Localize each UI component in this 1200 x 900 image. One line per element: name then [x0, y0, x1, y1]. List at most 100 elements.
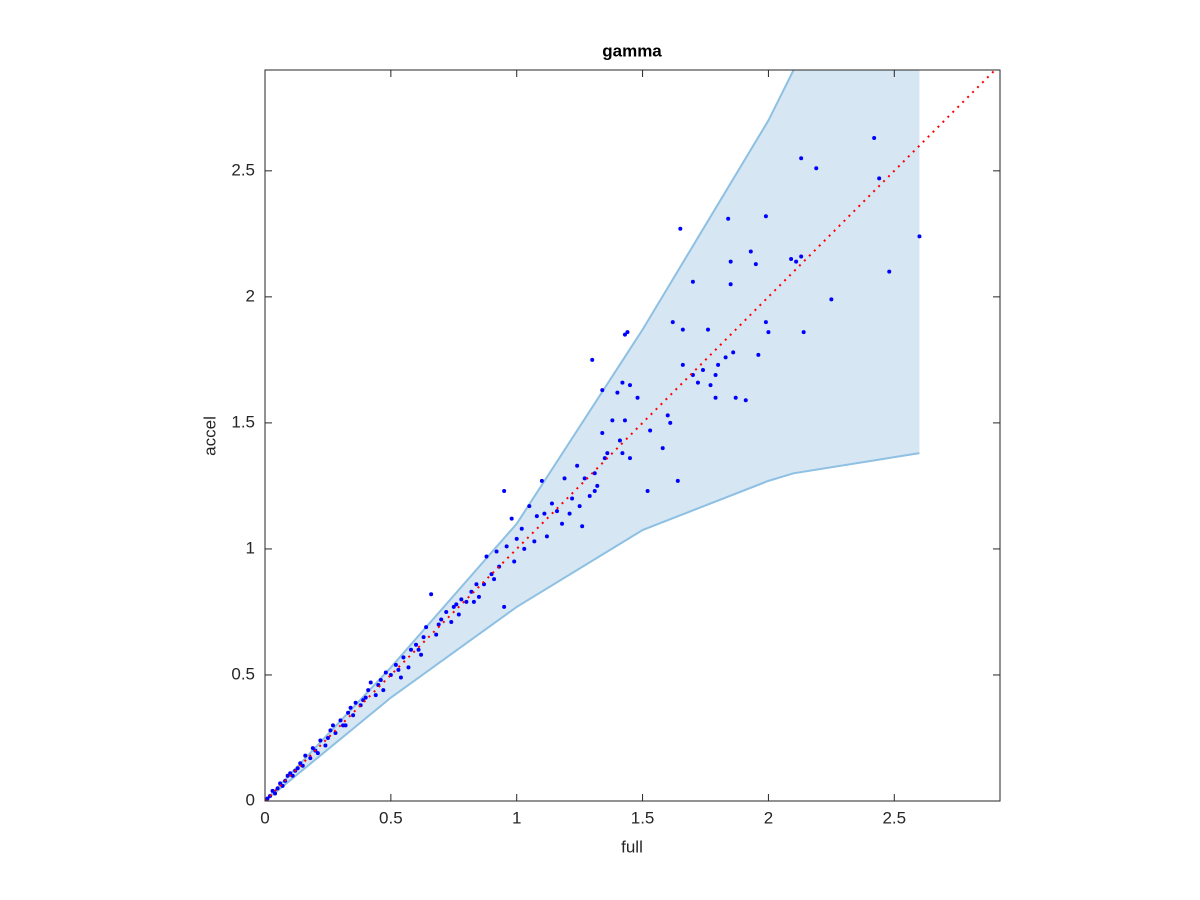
scatter-point [743, 398, 748, 403]
scatter-point [504, 544, 509, 549]
scatter-point [424, 625, 429, 630]
scatter-point [668, 420, 673, 425]
scatter-point [396, 667, 401, 672]
y-tick-label: 0.5 [231, 664, 255, 683]
scatter-point [416, 647, 421, 652]
scatter-point [393, 662, 398, 667]
x-tick-label: 1 [512, 808, 521, 827]
scatter-point [713, 395, 718, 400]
scatter-point [554, 509, 559, 514]
scatter-point [502, 488, 507, 493]
scatter-point [363, 695, 368, 700]
y-tick-label: 0 [246, 790, 255, 809]
scatter-point [315, 751, 320, 756]
scatter-point [280, 783, 285, 788]
scatter-point [577, 504, 582, 509]
scatter-point [590, 357, 595, 362]
scatter-point [436, 622, 441, 627]
scatter-point [602, 456, 607, 461]
scatter-point [648, 428, 653, 433]
scatter-point [285, 773, 290, 778]
scatter-point [323, 743, 328, 748]
scatter-point [419, 652, 424, 657]
scatter-point [308, 756, 313, 761]
scatter-point [680, 362, 685, 367]
scatter-point [278, 781, 283, 786]
scatter-point [600, 388, 605, 393]
y-tick-label: 2 [246, 286, 255, 305]
scatter-point [406, 665, 411, 670]
scatter-point [476, 594, 481, 599]
scatter-point [346, 710, 351, 715]
scatter-point [330, 723, 335, 728]
scatter-point [474, 582, 479, 587]
scatter-point [610, 418, 615, 423]
scatter-point [801, 330, 806, 335]
scatter-point [539, 478, 544, 483]
scatter-point [373, 693, 378, 698]
scatter-point [794, 259, 799, 264]
scatter-point [439, 617, 444, 622]
scatter-point [814, 166, 819, 171]
scatter-point [723, 355, 728, 360]
scatter-point [275, 786, 280, 791]
scatter-point [592, 471, 597, 476]
chart-title: gamma [602, 41, 662, 60]
scatter-point [434, 632, 439, 637]
scatter-point [273, 791, 278, 796]
scatter-point [877, 176, 882, 181]
scatter-point [300, 763, 305, 768]
scatter-point [351, 713, 356, 718]
scatter-point [615, 390, 620, 395]
scatter-point [622, 418, 627, 423]
scatter-point [580, 524, 585, 529]
scatter-point [872, 136, 877, 141]
scatter-point [562, 476, 567, 481]
y-tick-label: 1.5 [231, 412, 255, 431]
scatter-point [595, 483, 600, 488]
scatter-point [343, 723, 348, 728]
scatter-point [265, 796, 270, 801]
scatter-point [519, 526, 524, 531]
x-tick-label: 1.5 [631, 808, 655, 827]
scatter-point [502, 604, 507, 609]
scatter-point [544, 534, 549, 539]
scatter-point [706, 327, 711, 332]
scatter-point [700, 367, 705, 372]
scatter-point [625, 330, 630, 335]
scatter-point [695, 380, 700, 385]
scatter-point [713, 373, 718, 378]
scatter-point [484, 554, 489, 559]
x-tick-label: 2.5 [882, 808, 906, 827]
scatter-point [454, 602, 459, 607]
scatter-point [690, 279, 695, 284]
scatter-point [429, 592, 434, 597]
scatter-point [549, 501, 554, 506]
scatter-point [753, 262, 758, 267]
scatter-point [514, 536, 519, 541]
scatter-point [887, 269, 892, 274]
axes: 0 0.5 1 1.5 2 2.5 0 0.5 1 1.5 2 2.5 [231, 69, 1001, 827]
scatter-point [726, 216, 731, 221]
x-tick-label: 2 [764, 808, 773, 827]
scatter-point [560, 521, 565, 526]
y-tick-label: 1 [246, 538, 255, 557]
scatter-point [295, 766, 300, 771]
scatter-point [766, 330, 771, 335]
scatter-point [582, 476, 587, 481]
scatter-point [471, 599, 476, 604]
scatter-point [421, 635, 426, 640]
scatter-point [378, 678, 383, 683]
scatter-point [444, 609, 449, 614]
scatter-point [512, 559, 517, 564]
x-tick-label: 0 [260, 808, 269, 827]
scatter-point [290, 773, 295, 778]
band-upper-edge [265, 70, 795, 801]
y-axis-label: accel [200, 416, 219, 456]
scatter-point [620, 380, 625, 385]
scatter-point [728, 282, 733, 287]
scatter-point [733, 395, 738, 400]
scatter-point [338, 718, 343, 723]
